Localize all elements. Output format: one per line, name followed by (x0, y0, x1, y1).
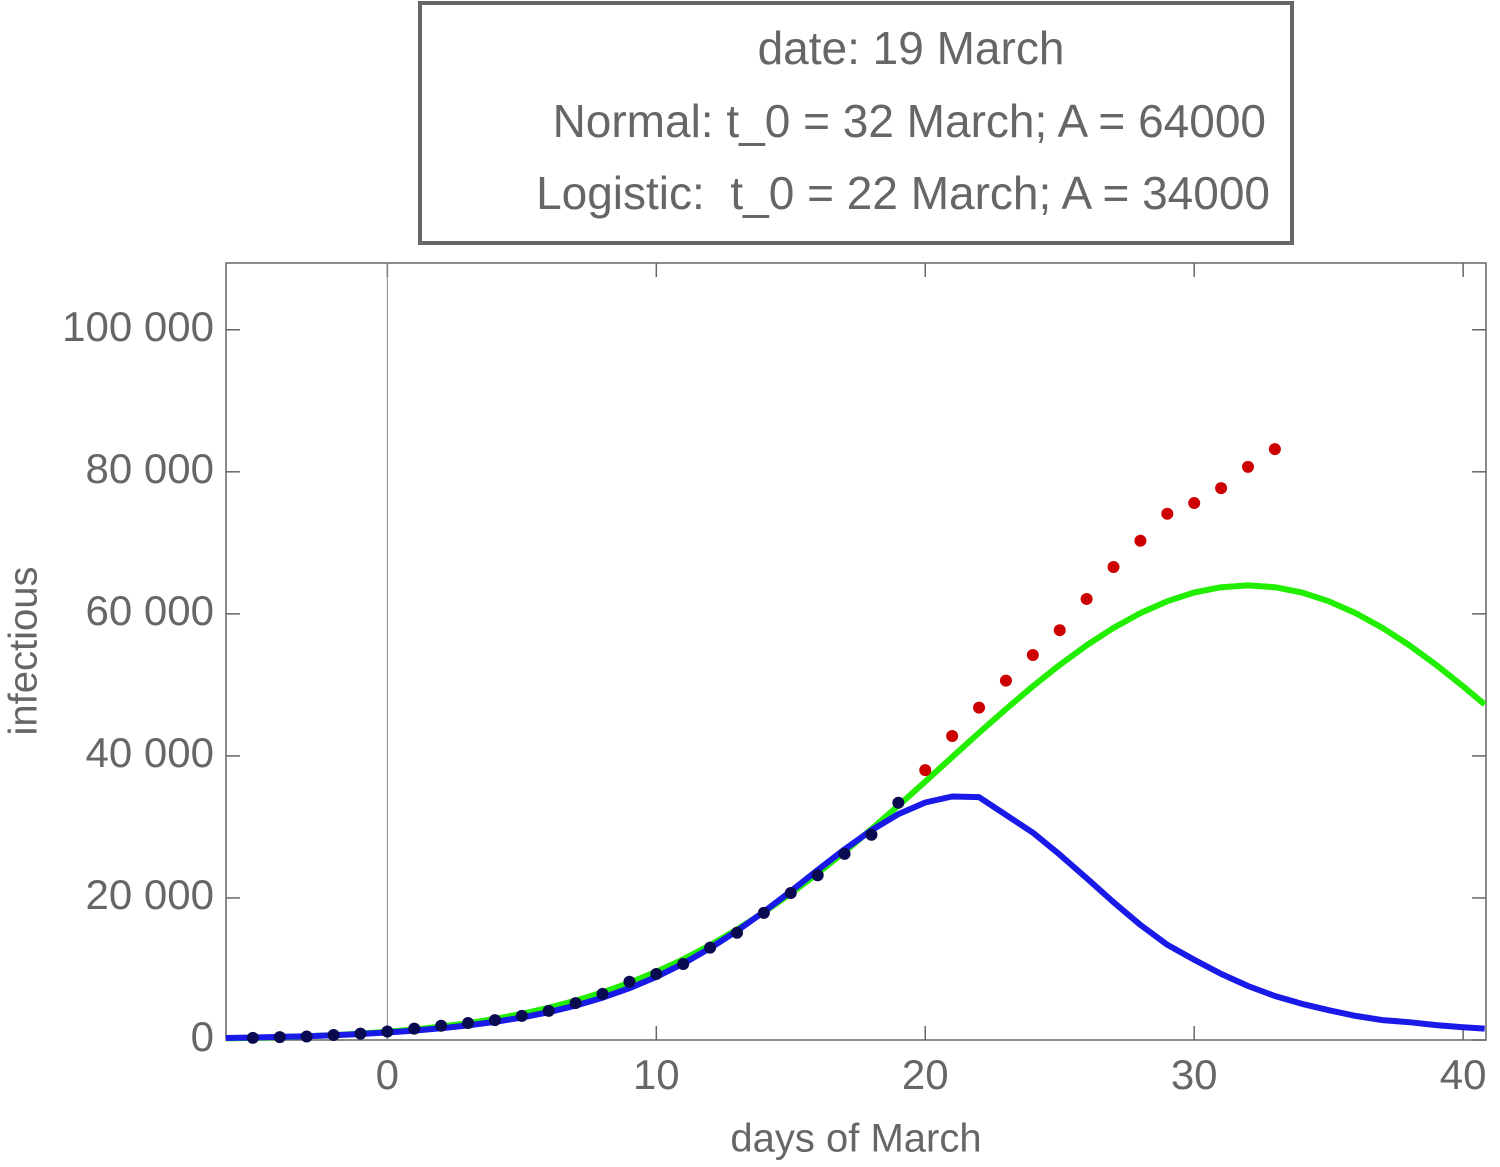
data-point (1107, 560, 1120, 573)
x-axis-label: days of March (730, 1117, 981, 1161)
y-tick-label: 80 000 (86, 445, 214, 492)
data-point (1241, 460, 1254, 473)
data-point (1161, 507, 1174, 520)
data-point (542, 1004, 555, 1017)
plot-frame (225, 262, 1487, 1041)
data-point (892, 796, 905, 809)
data-point (730, 926, 743, 939)
data-point (865, 828, 878, 841)
x-tick-label: 20 (902, 1051, 949, 1098)
x-tick-label: 0 (376, 1051, 399, 1098)
data-point (408, 1022, 421, 1035)
x-tick-label: 40 (1440, 1051, 1487, 1098)
data-point (488, 1014, 501, 1027)
annotation: Normal: t_0 = 32 March; A = 64000 (553, 95, 1266, 147)
y-tick-label: 100 000 (62, 303, 214, 350)
data-point (381, 1025, 394, 1038)
data-point (462, 1016, 475, 1029)
curve (225, 793, 1485, 1041)
data-point (838, 847, 851, 860)
data-point (1268, 443, 1281, 456)
data-point (704, 941, 717, 954)
x-tick-label: 10 (633, 1051, 680, 1098)
data-point (1026, 649, 1039, 662)
annotation-box (418, 1, 1294, 245)
data-point (246, 1031, 259, 1044)
data-point (1134, 534, 1147, 547)
data-point (784, 886, 797, 899)
y-axis-label: infectious (2, 567, 46, 736)
data-point (946, 730, 959, 743)
y-tick-label: 20 000 (86, 871, 214, 918)
annotation: date: 19 March (758, 22, 1065, 74)
data-point (327, 1029, 340, 1042)
data-point (354, 1027, 367, 1040)
y-tick-label: 40 000 (86, 729, 214, 776)
data-point (1188, 497, 1201, 510)
data-point (596, 987, 609, 1000)
data-point (515, 1009, 528, 1022)
annotation: Logistic: t_0 = 22 March; A = 34000 (536, 167, 1270, 219)
x-tick-label: 30 (1171, 1051, 1218, 1098)
data-point (757, 906, 770, 919)
data-point (1215, 482, 1228, 495)
data-point (300, 1030, 313, 1043)
data-point (973, 701, 986, 714)
data-point (811, 869, 824, 882)
data-point (919, 764, 932, 777)
data-point (1053, 624, 1066, 637)
data-point (569, 997, 582, 1010)
data-point (677, 958, 690, 971)
data-point (1080, 592, 1093, 605)
y-tick-label: 0 (191, 1013, 214, 1060)
curve (225, 582, 1487, 1042)
data-point (623, 975, 636, 988)
data-point (650, 967, 663, 980)
y-tick-label: 60 000 (86, 587, 214, 634)
data-point (999, 674, 1012, 687)
data-point (273, 1031, 286, 1044)
data-point (435, 1019, 448, 1032)
